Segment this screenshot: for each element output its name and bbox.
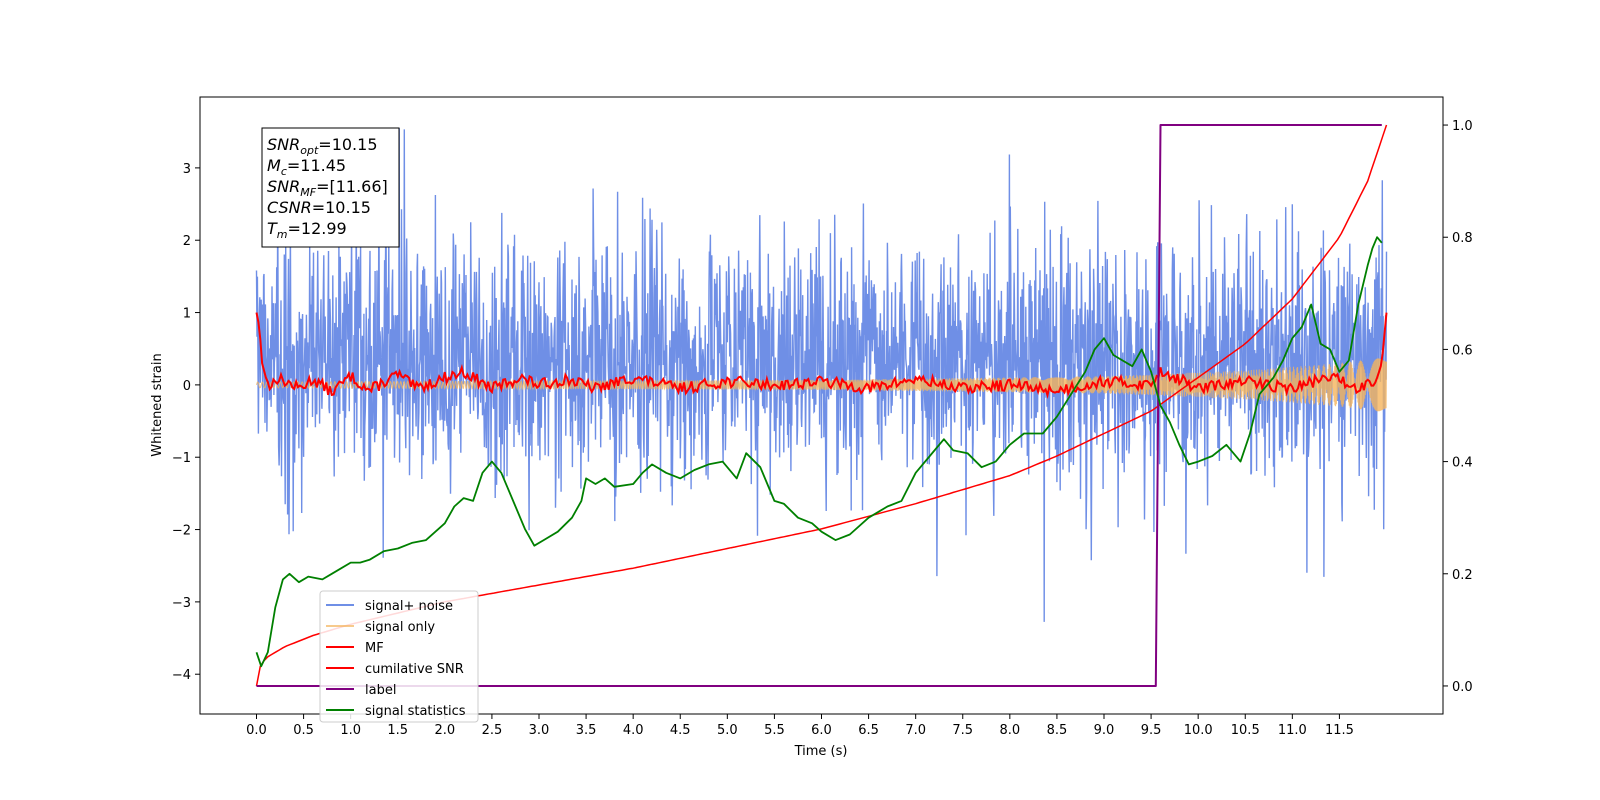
x-tick-label: 0.0 <box>246 723 267 738</box>
y2-tick-label: 0.0 <box>1452 680 1473 695</box>
x-tick-label: 9.0 <box>1094 723 1115 738</box>
annotation-symbol: SNR <box>267 177 300 196</box>
y2-tick-label: 1.0 <box>1452 119 1473 134</box>
x-tick-label: 1.0 <box>340 723 361 738</box>
x-tick-label: 6.5 <box>858 723 879 738</box>
x-tick-label: 2.5 <box>482 723 503 738</box>
y2-tick-label: 0.6 <box>1452 343 1473 358</box>
series-mf <box>255 312 1388 399</box>
annotation-frame <box>261 127 400 248</box>
x-tick-label: 0.5 <box>293 723 314 738</box>
legend-label: cumilative SNR <box>365 662 464 677</box>
y2-tick-label: 0.4 <box>1452 456 1473 471</box>
annotation-value: =12.99 <box>288 219 347 238</box>
legend-label: signal+ noise <box>365 599 453 614</box>
legend-label: signal statistics <box>365 704 466 719</box>
legend-label: signal only <box>365 620 435 635</box>
x-axis-label: Time (s) <box>794 744 848 759</box>
x-tick-label: 2.0 <box>434 723 455 738</box>
y2-tick-label: 0.2 <box>1452 568 1473 583</box>
annotation-subscript: c <box>281 165 287 178</box>
annotation-line: SNRopt=10.15 <box>267 135 378 157</box>
x-tick-label: 6.0 <box>811 723 832 738</box>
y-tick-label: 2 <box>183 234 191 249</box>
annotation-value: =10.15 <box>312 198 371 217</box>
annotation-line: Tm=12.99 <box>267 219 347 241</box>
x-tick-label: 7.0 <box>905 723 926 738</box>
series-label <box>256 124 1382 687</box>
annotation-symbol: CSNR <box>267 198 312 217</box>
x-tick-label: 5.5 <box>764 723 785 738</box>
y-tick-label: −1 <box>172 451 191 466</box>
x-axis: 0.0 0.5 1.0 1.5 2.0 2.5 3.0 3.5 4.0 4.5 5.0 5.5 6.0 6… <box>246 714 1354 738</box>
annotation-value: =11.45 <box>287 156 346 175</box>
annotation-subscript: opt <box>300 144 319 157</box>
annotation-value: =[11.66] <box>316 177 388 196</box>
x-tick-label: 9.5 <box>1141 723 1162 738</box>
x-tick-label: 7.5 <box>952 723 973 738</box>
x-tick-label: 4.0 <box>623 723 644 738</box>
annotation-line: Mc=11.45 <box>267 156 346 178</box>
legend-frame <box>319 590 479 723</box>
y-tick-label: −3 <box>172 596 191 611</box>
y-tick-label: −4 <box>172 668 191 683</box>
x-tick-label: 11.0 <box>1278 723 1307 738</box>
annotation-value: =10.15 <box>318 135 377 154</box>
metrics-annotation-box: SNRopt=10.15Mc=11.45SNRMF=[11.66]CSNR=10… <box>261 127 400 248</box>
y-tick-label: 1 <box>183 307 191 322</box>
annotation-symbol: T <box>267 219 278 238</box>
annotation-symbol: M <box>267 156 281 175</box>
annotation-line: SNRMF=[11.66] <box>267 177 388 199</box>
annotation-subscript: MF <box>300 186 316 199</box>
y-tick-label: 0 <box>183 379 191 394</box>
x-tick-label: 3.5 <box>576 723 597 738</box>
legend-label: label <box>365 683 396 698</box>
y-axis-label: Whitened strain <box>150 353 165 456</box>
y-axis-left: 3 2 1 0 −1 −2 −3 −4 <box>172 162 200 683</box>
series-signal-statistics <box>255 236 1383 668</box>
x-tick-label: 1.5 <box>387 723 408 738</box>
annotation-subscript: m <box>277 228 288 241</box>
x-tick-label: 4.5 <box>670 723 691 738</box>
y-tick-label: −2 <box>172 524 191 539</box>
x-tick-label: 8.5 <box>1047 723 1068 738</box>
y-tick-label: 3 <box>183 162 191 177</box>
annotation-line: CSNR=10.15 <box>267 198 371 217</box>
legend-label: MF <box>365 641 384 656</box>
x-tick-label: 10.0 <box>1184 723 1213 738</box>
x-tick-label: 11.5 <box>1325 723 1354 738</box>
annotation-symbol: SNR <box>267 135 300 154</box>
x-tick-label: 8.0 <box>999 723 1020 738</box>
y-axis-right: 1.0 0.8 0.6 0.4 0.2 0.0 <box>1443 119 1473 695</box>
y2-tick-label: 0.8 <box>1452 231 1473 246</box>
legend: signal+ noise signal only MF cumilative SNR… <box>319 590 479 723</box>
x-tick-label: 3.0 <box>529 723 550 738</box>
x-tick-label: 10.5 <box>1231 723 1260 738</box>
x-tick-label: 5.0 <box>717 723 738 738</box>
